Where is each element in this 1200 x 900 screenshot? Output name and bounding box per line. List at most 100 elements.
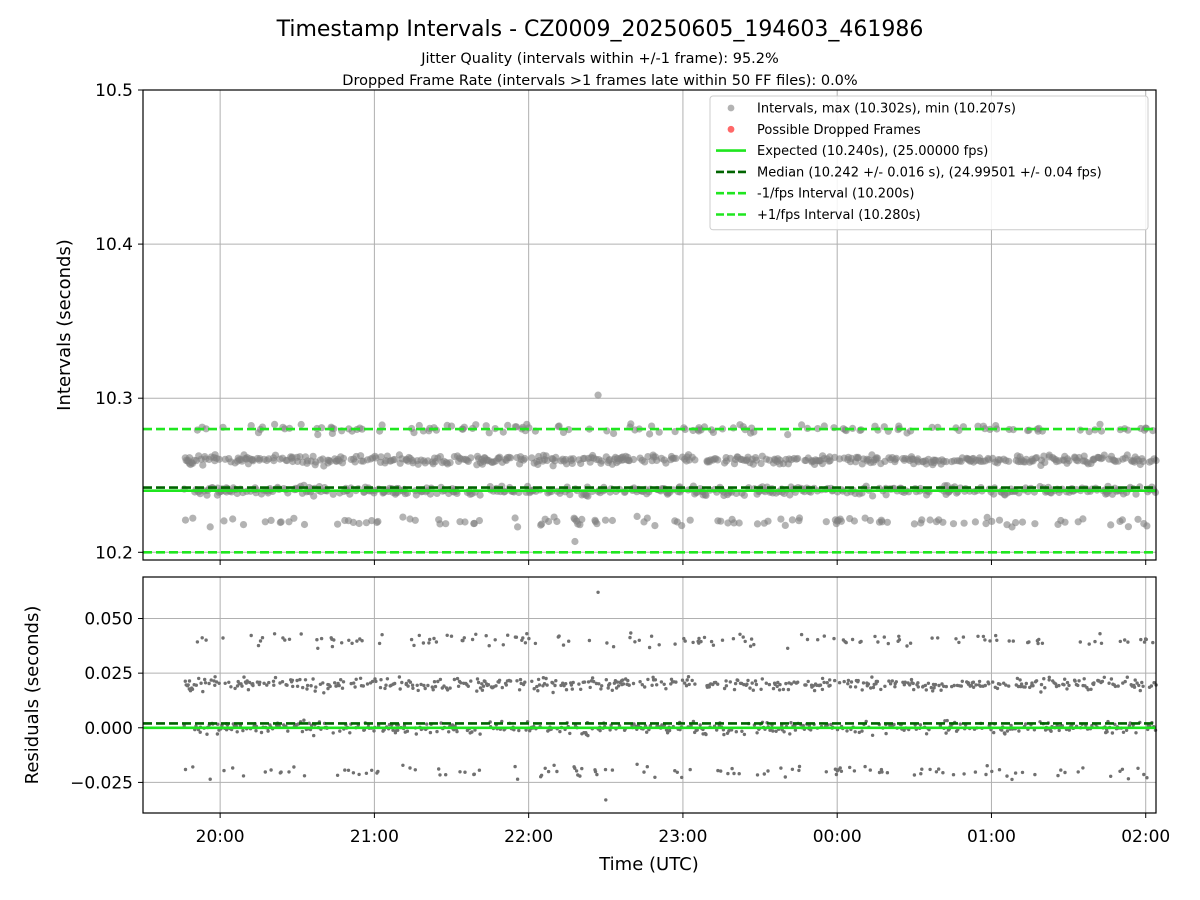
residual-point — [201, 689, 205, 694]
residual-point — [579, 687, 583, 691]
residual-point — [186, 683, 190, 687]
interval-point — [892, 454, 900, 462]
residual-point — [1116, 684, 1120, 688]
residual-point — [1123, 638, 1127, 642]
residual-point — [782, 730, 786, 734]
legend-marker — [727, 104, 735, 112]
residual-point — [1056, 773, 1060, 778]
residual-point — [683, 681, 687, 685]
residual-point — [475, 689, 479, 693]
residual-point — [699, 639, 703, 644]
residual-point — [737, 772, 741, 776]
interval-point — [971, 518, 980, 526]
residual-point — [279, 770, 283, 774]
residual-point — [271, 679, 276, 683]
residual-point — [793, 728, 798, 732]
residual-point — [873, 634, 877, 639]
interval-point — [206, 523, 214, 531]
residual-point — [480, 688, 485, 692]
residual-point — [1113, 684, 1118, 689]
residual-point — [1076, 683, 1080, 688]
residual-point — [786, 646, 790, 650]
residual-point — [396, 728, 400, 732]
residual-point — [722, 732, 726, 737]
residual-point — [484, 634, 488, 638]
residual-point — [1077, 679, 1081, 683]
residual-point — [848, 685, 853, 689]
interval-point — [882, 491, 890, 499]
residual-point — [517, 688, 522, 692]
residual-point — [860, 729, 864, 733]
residual-point — [197, 676, 201, 681]
residual-point — [447, 730, 451, 734]
residual-point — [286, 729, 290, 733]
residual-point — [475, 677, 480, 681]
residual-point — [942, 684, 946, 688]
interval-point — [297, 420, 305, 429]
residual-point — [260, 636, 265, 640]
residual-point — [1082, 677, 1086, 681]
residual-point — [1062, 683, 1066, 687]
residual-point — [805, 637, 810, 642]
residual-point — [995, 686, 1000, 691]
residual-point — [221, 636, 225, 640]
residual-point — [629, 631, 633, 635]
residual-point — [414, 732, 418, 736]
residual-point — [208, 777, 212, 781]
interval-max-point — [594, 391, 602, 399]
residual-point — [415, 683, 419, 687]
residual-point — [190, 687, 195, 691]
residual-point — [784, 681, 788, 686]
residual-point — [477, 768, 482, 772]
residual-point — [645, 730, 649, 734]
residual-point — [734, 730, 738, 734]
residual-point — [647, 645, 652, 650]
residual-point — [605, 641, 609, 645]
residual-point — [435, 729, 439, 734]
residual-point — [686, 675, 691, 679]
residual-point — [610, 768, 615, 772]
residual-point — [582, 680, 587, 684]
interval-point — [229, 515, 237, 523]
residual-point — [969, 683, 973, 688]
residual-point — [1090, 723, 1094, 728]
interval-point — [329, 490, 337, 498]
residual-point — [1065, 687, 1069, 691]
residual-point — [788, 732, 792, 736]
interval-point — [926, 516, 934, 524]
interval-point — [1096, 420, 1104, 428]
bottom-y-tick-label: 0.050 — [84, 610, 133, 630]
residual-point — [657, 643, 661, 647]
residual-point — [1031, 684, 1035, 688]
residual-point — [229, 685, 233, 689]
residual-point — [273, 675, 278, 680]
residual-point — [627, 683, 631, 687]
residual-point — [299, 632, 303, 636]
interval-point — [918, 516, 926, 524]
residual-point — [370, 679, 375, 684]
residual-point — [825, 681, 829, 685]
residual-point — [731, 637, 736, 641]
residual-point — [998, 682, 1002, 686]
interval-point — [651, 522, 659, 530]
residual-point — [934, 770, 939, 774]
residual-point — [428, 730, 433, 735]
residual-point — [759, 687, 763, 691]
residual-point — [650, 683, 654, 687]
residual-point — [603, 767, 608, 772]
interval-point — [472, 421, 480, 429]
residual-point — [673, 642, 677, 646]
residual-point — [466, 684, 470, 688]
residual-point — [728, 680, 732, 684]
residual-point — [227, 680, 231, 684]
top-plot-frame — [142, 89, 1157, 561]
residual-point — [764, 681, 768, 685]
residual-point — [285, 683, 289, 687]
residuals-panel: 20:00 21:00 22:00 23:00 00:00 01:00 02:00 −0.02… — [70, 576, 1170, 847]
residual-point — [742, 732, 747, 737]
residual-point — [923, 683, 928, 688]
interval-point — [300, 520, 309, 529]
interval-point — [267, 516, 275, 525]
residual-point — [632, 722, 636, 726]
residual-point — [431, 688, 435, 692]
